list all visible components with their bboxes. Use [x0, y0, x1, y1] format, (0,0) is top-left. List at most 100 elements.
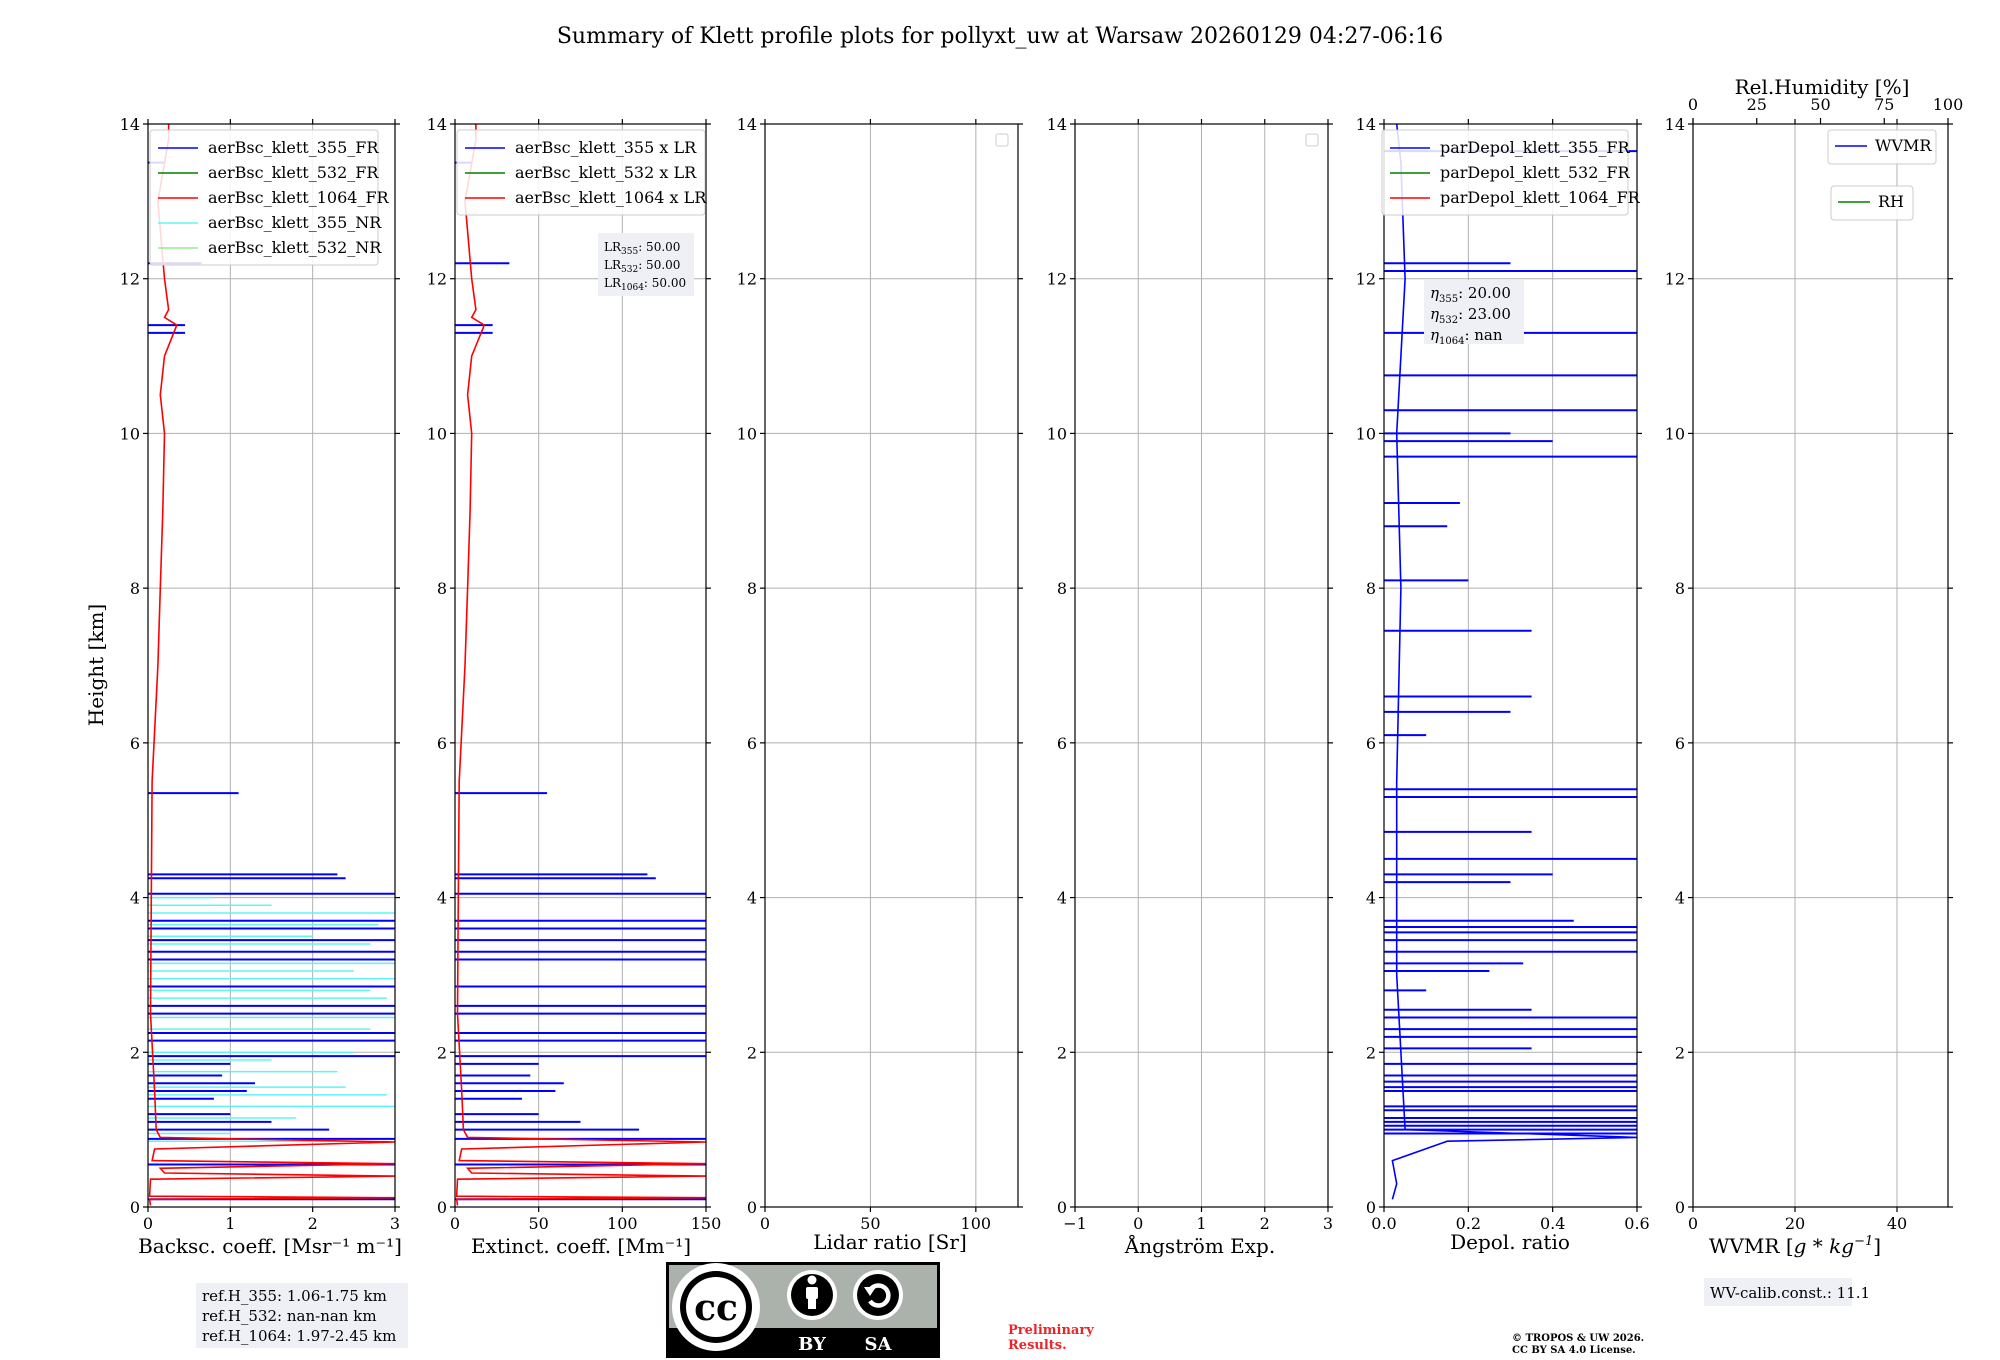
preliminary-results-line1: Preliminary — [1008, 1323, 1094, 1338]
wvmr-xtick-label: 40 — [1887, 1214, 1907, 1233]
angstrom-ytick-label: 2 — [1057, 1043, 1067, 1062]
wvmr-legend-box — [1827, 129, 1937, 165]
lidar_ratio-ytick-label: 12 — [737, 270, 757, 289]
backscatter-ytick-label: 2 — [130, 1043, 140, 1062]
lidar_ratio-ytick-label: 0 — [747, 1198, 757, 1217]
sa-label: SA — [865, 1334, 893, 1355]
wvmr-ytick-label: 2 — [1675, 1043, 1685, 1062]
eta-label-value: : 23.00 — [1458, 305, 1511, 323]
lr-info-box — [598, 233, 694, 296]
backscatter-1064-profile — [148, 124, 396, 1206]
wvmr-xlabel-sup: −1 — [1854, 1234, 1873, 1249]
eta-label-value: : nan — [1464, 326, 1502, 344]
backscatter-ytick-label: 12 — [120, 270, 140, 289]
angstrom-xtick-label: 0 — [1133, 1214, 1143, 1233]
eta-label-base: η — [1430, 326, 1439, 344]
rh-top-tick-label: 75 — [1874, 95, 1894, 114]
depol-ytick-label: 10 — [1356, 424, 1376, 443]
lr-label-sub: 1064 — [621, 283, 644, 293]
backscatter-legend-label: aerBsc_klett_1064_FR — [208, 188, 390, 207]
depol-legend-label: parDepol_klett_1064_FR — [1440, 188, 1641, 207]
extinction-ytick-label: 10 — [427, 424, 447, 443]
backscatter-ytick-label: 6 — [130, 734, 140, 753]
wvmr-ytick-label: 4 — [1675, 889, 1685, 908]
backscatter-xtick-label: 1 — [225, 1214, 235, 1233]
lidar_ratio-axes-frame — [764, 123, 1019, 1208]
lidar_ratio-ytick-label: 14 — [737, 115, 757, 134]
by-label: BY — [798, 1334, 827, 1355]
extinction-ytick-label: 2 — [437, 1043, 447, 1062]
lidar_ratio-empty-legend — [995, 133, 1009, 147]
wvmr-legend-label: WVMR — [1875, 136, 1932, 155]
angstrom-ytick-label: 0 — [1057, 1198, 1067, 1217]
lr-label: LR532: 50.00 — [604, 258, 680, 275]
backscatter-legend-label: aerBsc_klett_355_FR — [208, 138, 379, 157]
eta-label-sub: 1064 — [1439, 336, 1464, 347]
depol-panel: 0 2 4 6 8 10 12 14 0.0 0.2 0.4 0.6 parDepol_klett_35… — [1356, 115, 1650, 1233]
rh-top-tick-label: 50 — [1810, 95, 1830, 114]
extinction-ytick-label: 0 — [437, 1198, 447, 1217]
extinction-ytick-label: 14 — [427, 115, 447, 134]
attribution-icon — [787, 1270, 837, 1320]
lidar_ratio-ytick-label: 2 — [747, 1043, 757, 1062]
copyright-line2: CC BY SA 4.0 License. — [1512, 1345, 1636, 1356]
angstrom-xtick-label: −1 — [1063, 1214, 1087, 1233]
depol-xtick-label: 0.6 — [1624, 1214, 1649, 1233]
backscatter-ytick-label: 10 — [120, 424, 140, 443]
depol-ytick-label: 0 — [1366, 1198, 1376, 1217]
wvmr-ytick-label: 12 — [1665, 270, 1685, 289]
depol-xlabel: Depol. ratio — [1450, 1230, 1570, 1254]
backscatter-ytick-label: 4 — [130, 889, 140, 908]
rh-legend-label: RH — [1878, 192, 1904, 211]
lidar_ratio-ytick-label: 4 — [747, 889, 757, 908]
wvmr-xlabel-base: WVMR [ — [1709, 1234, 1794, 1258]
share-alike-icon — [853, 1270, 903, 1320]
eta-label-base: η — [1430, 305, 1439, 323]
extinction-ytick-label: 8 — [437, 579, 447, 598]
extinction-xtick-label: 0 — [450, 1214, 460, 1233]
depol-ytick-label: 12 — [1356, 270, 1376, 289]
angstrom-xlabel: Ångström Exp. — [1124, 1233, 1275, 1258]
lidar_ratio-xtick-label: 100 — [961, 1214, 992, 1233]
depol-ytick-label: 2 — [1366, 1043, 1376, 1062]
extinction-legend-label: aerBsc_klett_532 x LR — [515, 163, 697, 182]
rh-top-xlabel: Rel.Humidity [%] — [1735, 75, 1910, 99]
wvmr-ytick-label: 14 — [1665, 115, 1685, 134]
cc-license-badge: cc BY SA — [666, 1262, 940, 1358]
angstrom-ytick-label: 10 — [1047, 424, 1067, 443]
backscatter-ytick-label: 0 — [130, 1198, 140, 1217]
copyright-line1: © TROPOS & UW 2026. — [1512, 1333, 1644, 1344]
angstrom-ytick-label: 14 — [1047, 115, 1067, 134]
angstrom-xtick-label: 2 — [1260, 1214, 1270, 1233]
depol-ytick-label: 4 — [1366, 889, 1376, 908]
backscatter-axes-frame — [147, 123, 396, 1208]
wvmr-xlabel-end: ] — [1873, 1234, 1881, 1258]
backscatter-xtick-label: 2 — [308, 1214, 318, 1233]
depol-ytick-label: 14 — [1356, 115, 1376, 134]
rh-top-tick-label: 100 — [1933, 95, 1964, 114]
depol-legend-label: parDepol_klett_532_FR — [1440, 163, 1631, 182]
backscatter-xlabel: Backsc. coeff. [Msr⁻¹ m⁻¹] — [138, 1234, 402, 1258]
backscatter-ytick-label: 8 — [130, 579, 140, 598]
lr-label: LR1064: 50.00 — [604, 276, 686, 293]
backscatter-legend-box — [149, 129, 379, 266]
ref-height-532: ref.H_532: nan-nan km — [202, 1307, 377, 1325]
wvmr-ytick-label: 10 — [1665, 424, 1685, 443]
backscatter-ytick-label: 14 — [120, 115, 140, 134]
eta-label: η532: 23.00 — [1430, 305, 1511, 326]
lr-label: LR355: 50.00 — [604, 240, 680, 257]
wvmr-ytick-label: 8 — [1675, 579, 1685, 598]
extinction-axes-frame — [454, 123, 707, 1208]
extinction-legend-box — [456, 129, 706, 216]
extinction-ytick-label: 12 — [427, 270, 447, 289]
lr-label-base: LR — [604, 276, 622, 290]
eta-info-box — [1424, 280, 1524, 344]
wvmr-xlabel: WVMR [g * kg−1] — [1709, 1234, 1881, 1258]
lr-label-value: : 50.00 — [644, 276, 686, 290]
rh-top-tick-label: 25 — [1747, 95, 1767, 114]
angstrom-ytick-label: 12 — [1047, 270, 1067, 289]
lidar_ratio-ytick-label: 8 — [747, 579, 757, 598]
lidar-ratio-xlabel: Lidar ratio [Sr] — [813, 1230, 967, 1254]
lr-label-sub: 355 — [621, 247, 638, 257]
